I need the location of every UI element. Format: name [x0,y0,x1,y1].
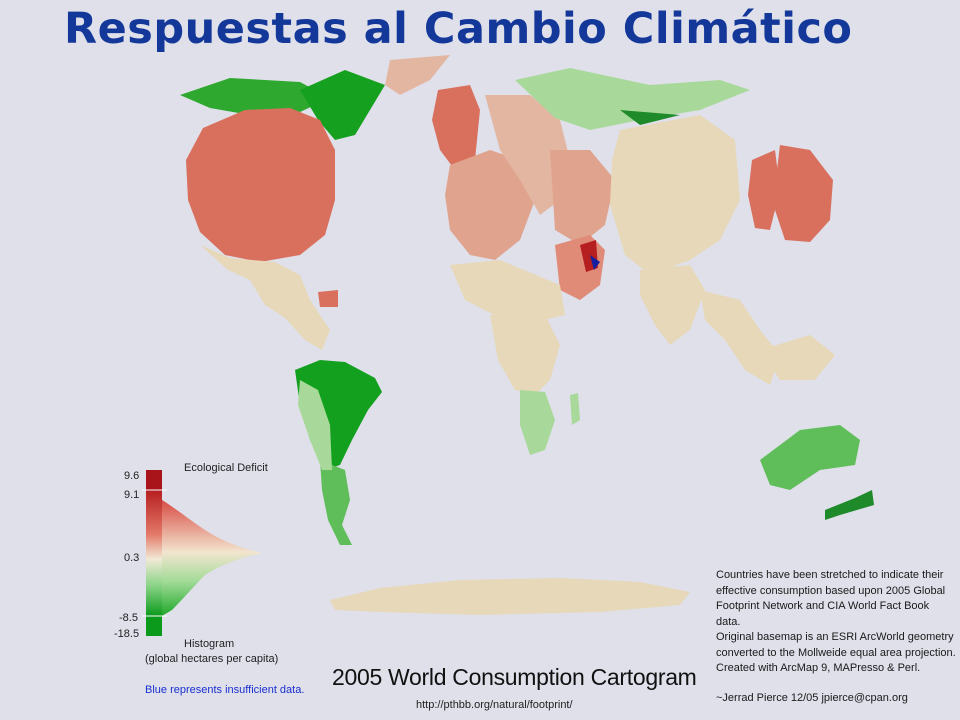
legend-scale-top [146,470,162,490]
caribbean-island [318,290,338,307]
legend-scale-bottom [146,616,162,636]
russia-region [515,68,750,130]
legend-tick-label: 9.6 [124,470,140,482]
legend-units-label: (global hectares per capita) [145,653,279,665]
legend-tick-label: 9.1 [124,489,140,501]
north-africa [450,260,565,322]
southeast-asia [700,290,780,385]
central-africa [490,315,560,395]
legend-tick-label: -18.5 [114,628,140,640]
indonesia-region [760,335,835,380]
explanation-note: Countries have been stretched to indicat… [716,568,956,706]
note-line: converted to the Mollweide equal area pr… [716,646,956,659]
madagascar [570,393,580,425]
south-america-south [320,460,352,545]
europe-west [445,150,535,260]
asia-central [610,115,740,275]
slide-title: Respuestas al Cambio Climático [64,4,853,54]
europe-east [550,150,615,245]
australia-region [760,425,860,490]
author-credit: ~Jerrad Pierce 12/05 jpierce@cpan.org [716,691,908,704]
legend-tick-label: -8.5 [119,612,138,624]
new-zealand [825,490,874,520]
japan-large [775,145,833,242]
antarctica-region [330,578,690,615]
europe-central [485,95,570,215]
scandinavia-region [432,85,480,170]
legend-deficit-label: Ecological Deficit [184,462,268,474]
legend-tick-label: 0.3 [124,552,140,564]
insufficient-data-mark [590,255,600,270]
siberia-strip [620,110,680,125]
arctic-strip [385,55,450,95]
note-line: Footprint Network and CIA World Fact Boo… [716,600,930,628]
note-line: effective consumption based upon 2005 Gl… [716,584,946,597]
legend-histogram-label: Histogram [184,638,235,650]
india-region [640,265,705,345]
south-america-west [298,380,332,470]
note-line: Countries have been stretched to indicat… [716,569,944,581]
note-line: Created with ArcMap 9, MAPresso & Perl. [716,662,921,674]
insufficient-data-note: Blue represents insufficient data. [145,684,305,696]
source-url: http://pthbb.org/natural/footprint/ [416,699,573,711]
map-caption: 2005 World Consumption Cartogram [332,664,697,690]
usa-region [186,108,335,262]
legend-scale [146,490,162,616]
southern-africa [520,390,555,455]
note-line: Original basemap is an ESRI ArcWorld geo… [716,631,954,643]
mexico-central-america [200,245,330,350]
greenland-region [180,78,330,115]
japan-korea [748,150,780,230]
legend-histogram [162,500,262,616]
